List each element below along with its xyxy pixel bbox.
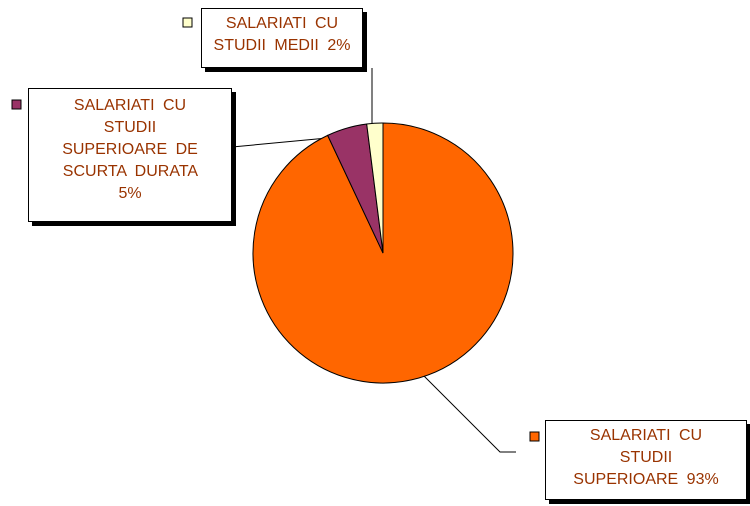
slice-name: SALARIATI CU STUDII SUPERIOARE [573,427,703,488]
slice-value-label: 2% [327,37,351,54]
label-box: SALARIATI CU STUDII MEDII 2% [201,8,363,68]
slice-value-label: 93% [686,471,719,488]
pie-slice [366,122,384,254]
slice-value-label: 5% [118,185,142,202]
legend-marker [529,431,540,442]
label-box: SALARIATI CU STUDII SUPERIOARE DE SCURTA… [28,88,232,222]
label-box: SALARIATI CU STUDII SUPERIOARE 93% [545,420,747,500]
leader-line [423,375,516,453]
legend-marker [11,99,22,110]
slice-name: SALARIATI CU STUDII MEDII [213,15,339,54]
slice-name: SALARIATI CU STUDII SUPERIOARE DE SCURTA… [62,97,198,180]
legend-marker [182,17,193,28]
